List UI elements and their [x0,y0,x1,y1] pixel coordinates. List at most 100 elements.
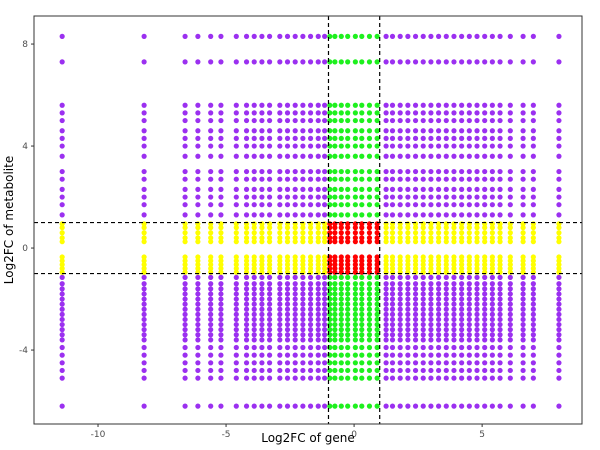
data-point [489,332,495,338]
data-point [59,254,65,260]
data-point [243,128,250,134]
data-point [300,168,306,175]
data-point [459,367,465,374]
data-point [383,143,389,149]
data-point [389,186,396,192]
data-point [520,230,526,236]
data-point [405,360,411,366]
y-tick-label: 0 [22,244,28,254]
data-point [374,311,380,317]
data-point [497,135,503,141]
data-point [389,230,396,236]
data-point [451,258,457,264]
data-point [530,301,536,307]
data-point [338,352,344,358]
data-point [141,194,147,200]
data-point [428,143,434,149]
data-point [530,316,536,323]
data-point [389,274,396,280]
data-point [259,212,265,218]
data-point [284,344,291,351]
data-point [345,225,351,231]
data-point [436,367,442,374]
data-point [218,143,224,149]
data-point [259,291,265,297]
data-point [420,117,426,124]
data-point [292,265,298,272]
data-point [459,281,465,287]
data-point [497,110,503,116]
data-point [366,296,373,302]
data-point [474,321,480,328]
data-point [443,135,449,141]
data-point [338,258,344,264]
data-point [530,274,536,280]
data-point [556,262,562,268]
data-point [307,291,314,297]
data-point [332,321,338,328]
data-point [233,332,239,338]
data-point [397,321,403,328]
data-point [277,286,283,292]
data-point [497,262,503,268]
data-point [383,194,389,200]
data-point [218,316,224,323]
data-point [332,102,338,108]
data-point [466,117,472,124]
data-point [345,153,351,159]
data-point [459,375,465,381]
data-point [482,301,488,307]
data-point [59,59,65,65]
data-point [243,194,250,200]
data-point [266,344,273,351]
data-point [59,316,65,323]
data-point [292,239,298,245]
data-point [208,235,214,241]
data-point [556,153,562,159]
data-point [277,235,283,241]
data-point [383,375,389,381]
data-point [208,194,214,200]
data-point [338,254,344,260]
data-point [397,265,403,272]
data-point [359,316,365,323]
data-point [459,202,465,208]
data-point [436,102,442,108]
data-point [332,239,338,245]
data-point [383,367,389,374]
data-point [292,321,298,328]
data-point [208,352,214,358]
data-point [195,352,201,358]
data-point [530,153,536,159]
data-point [420,194,426,200]
data-point [443,301,449,307]
data-point [374,186,380,192]
data-point [307,301,314,307]
data-point [443,235,449,241]
data-point [208,117,214,124]
data-point [195,262,201,268]
data-point [345,212,351,218]
data-point [345,327,351,333]
data-point [374,202,380,208]
data-point [59,202,65,208]
data-point [332,59,338,65]
data-point [556,186,562,192]
data-point [352,301,358,307]
data-point [451,110,457,116]
data-point [374,143,380,149]
data-point [322,230,328,236]
data-point [459,110,465,116]
data-point [300,306,306,312]
data-point [300,135,306,141]
data-point [307,239,314,245]
data-point [459,265,465,272]
data-point [474,301,480,307]
data-point [507,337,513,343]
data-point [322,286,328,292]
y-tick-label: 4 [22,142,28,152]
data-point [428,296,434,302]
data-point [556,327,562,333]
data-point [366,33,373,40]
data-point [428,265,434,272]
